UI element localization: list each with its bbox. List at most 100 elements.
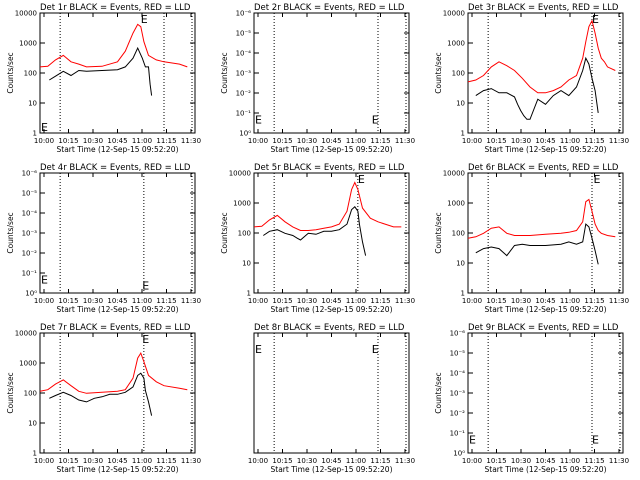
x-tick-label: 10:30 — [83, 137, 103, 145]
y-tick-label: 10⁻⁵ — [236, 30, 252, 38]
x-tick-label: 10:30 — [297, 137, 317, 145]
x-tick-label: 11:15 — [584, 137, 604, 145]
y-tick-label: 1000 — [447, 200, 465, 208]
y-tick-label: 100 — [452, 230, 465, 238]
plot-frame — [39, 332, 196, 454]
e-marker: E — [358, 173, 365, 186]
x-tick-label: 10:30 — [511, 137, 531, 145]
y-tick-label: 1000 — [233, 200, 251, 208]
x-tick-label: 10:45 — [321, 137, 341, 145]
y-tick-label: 10 — [28, 100, 37, 108]
x-tick-label: 11:30 — [609, 137, 629, 145]
x-tick-label: 11:00 — [132, 297, 152, 305]
x-tick-label: 10:15 — [486, 137, 506, 145]
e-marker: E — [255, 113, 262, 126]
x-tick-label: 11:00 — [560, 297, 580, 305]
y-tick-label: 10 — [456, 260, 465, 268]
x-tick-label: 11:15 — [584, 297, 604, 305]
plot-frame — [467, 172, 624, 294]
x-tick-label: 10:45 — [321, 297, 341, 305]
y-axis-label: Counts/sec — [6, 52, 15, 93]
x-tick-label: 10:15 — [58, 137, 78, 145]
x-tick-label: 11:30 — [181, 137, 201, 145]
x-tick-label: 11:00 — [132, 137, 152, 145]
x-tick-label: 11:30 — [609, 457, 629, 465]
panel-title: Det 7r BLACK = Events, RED = LLD — [40, 323, 191, 333]
x-tick-label: 10:45 — [107, 457, 127, 465]
plot-frame — [39, 12, 196, 134]
x-tick-label: 10:00 — [34, 457, 54, 465]
panel-4: Det 4r BLACK = Events, RED = LLD 10:00 10:… — [6, 163, 201, 314]
y-axis-label: Counts/sec — [434, 212, 443, 253]
x-tick-label: 10:00 — [34, 297, 54, 305]
e-marker: E — [41, 273, 48, 286]
y-tick-label: 10 — [456, 100, 465, 108]
x-axis-label: Start Time (12-Sep-15 09:52:20) — [57, 145, 179, 154]
e-marker: E — [372, 113, 379, 126]
y-tick-label: 10⁻⁵ — [22, 190, 38, 198]
y-tick-label: 10⁻⁴ — [236, 50, 252, 58]
x-tick-label: 10:15 — [58, 297, 78, 305]
y-axis-label: Counts/sec — [220, 52, 229, 93]
x-tick-label: 10:15 — [486, 297, 506, 305]
x-tick-label: 11:15 — [370, 137, 390, 145]
panel-9: Det 9r BLACK = Events, RED = LLD 10:00 10:… — [434, 323, 629, 474]
x-tick-label: 11:15 — [156, 137, 176, 145]
x-axis-label: Start Time (12-Sep-15 09:52:20) — [485, 465, 607, 474]
y-tick-label: 10⁻² — [22, 250, 38, 258]
x-tick-label: 10:45 — [321, 457, 341, 465]
e-marker: E — [142, 279, 149, 292]
x-tick-label: 10:15 — [272, 457, 292, 465]
x-tick-label: 11:00 — [560, 137, 580, 145]
y-tick-label: 1000 — [19, 40, 37, 48]
x-tick-label: 10:15 — [486, 457, 506, 465]
lld-series-line — [39, 23, 188, 68]
x-tick-label: 10:00 — [248, 137, 268, 145]
e-marker: E — [255, 343, 262, 356]
events-series-line — [49, 46, 153, 96]
x-tick-label: 11:30 — [181, 457, 201, 465]
x-tick-label: 10:00 — [248, 457, 268, 465]
y-tick-label: 10⁻¹ — [450, 430, 466, 438]
e-marker: E — [594, 173, 601, 186]
x-tick-label: 10:30 — [297, 457, 317, 465]
plot-frame — [253, 12, 410, 134]
x-tick-label: 10:30 — [83, 297, 103, 305]
y-tick-label: 100 — [24, 70, 37, 78]
y-tick-label: 1 — [461, 290, 465, 298]
y-tick-label: 1 — [33, 130, 37, 138]
x-tick-label: 11:00 — [346, 457, 366, 465]
y-tick-label: 1 — [33, 450, 37, 458]
events-series-line — [475, 56, 599, 120]
e-marker: E — [141, 13, 148, 26]
events-series-line — [263, 206, 367, 256]
x-tick-label: 11:30 — [609, 297, 629, 305]
x-axis-label: Start Time (12-Sep-15 09:52:20) — [57, 305, 179, 314]
x-tick-label: 11:15 — [156, 297, 176, 305]
plot-frame — [253, 332, 410, 454]
x-tick-label: 11:30 — [181, 297, 201, 305]
y-tick-label: 10000 — [15, 10, 37, 18]
panel-8: Det 8r BLACK = Events, RED = LLD 10:00 10:… — [248, 323, 415, 474]
x-tick-label: 10:30 — [83, 457, 103, 465]
y-tick-label: 10⁻¹ — [236, 110, 252, 118]
y-tick-label: 10⁰ — [25, 290, 37, 298]
y-tick-label: 10 — [242, 260, 251, 268]
panel-title: Det 8r BLACK = Events, RED = LLD — [254, 323, 405, 333]
y-tick-label: 10000 — [229, 170, 251, 178]
y-tick-label: 10⁻¹ — [22, 270, 38, 278]
y-tick-label: 10000 — [15, 330, 37, 338]
panel-title: Det 9r BLACK = Events, RED = LLD — [468, 323, 619, 333]
y-tick-label: 10⁻⁶ — [236, 10, 252, 18]
panel-5: Det 5r BLACK = Events, RED = LLD 10:00 10:… — [220, 163, 415, 314]
panel-title: Det 5r BLACK = Events, RED = LLD — [254, 163, 405, 173]
y-tick-label: 10000 — [443, 170, 465, 178]
y-tick-label: 1 — [247, 290, 251, 298]
x-tick-label: 10:00 — [462, 137, 482, 145]
x-tick-label: 10:30 — [297, 297, 317, 305]
x-axis-label: Start Time (12-Sep-15 09:52:20) — [271, 305, 393, 314]
panel-6: Det 6r BLACK = Events, RED = LLD 10:00 10:… — [434, 163, 629, 314]
panel-3: Det 3r BLACK = Events, RED = LLD 10:00 10:… — [434, 3, 629, 154]
e-marker: E — [592, 433, 599, 446]
y-tick-label: 10⁻³ — [450, 390, 466, 398]
